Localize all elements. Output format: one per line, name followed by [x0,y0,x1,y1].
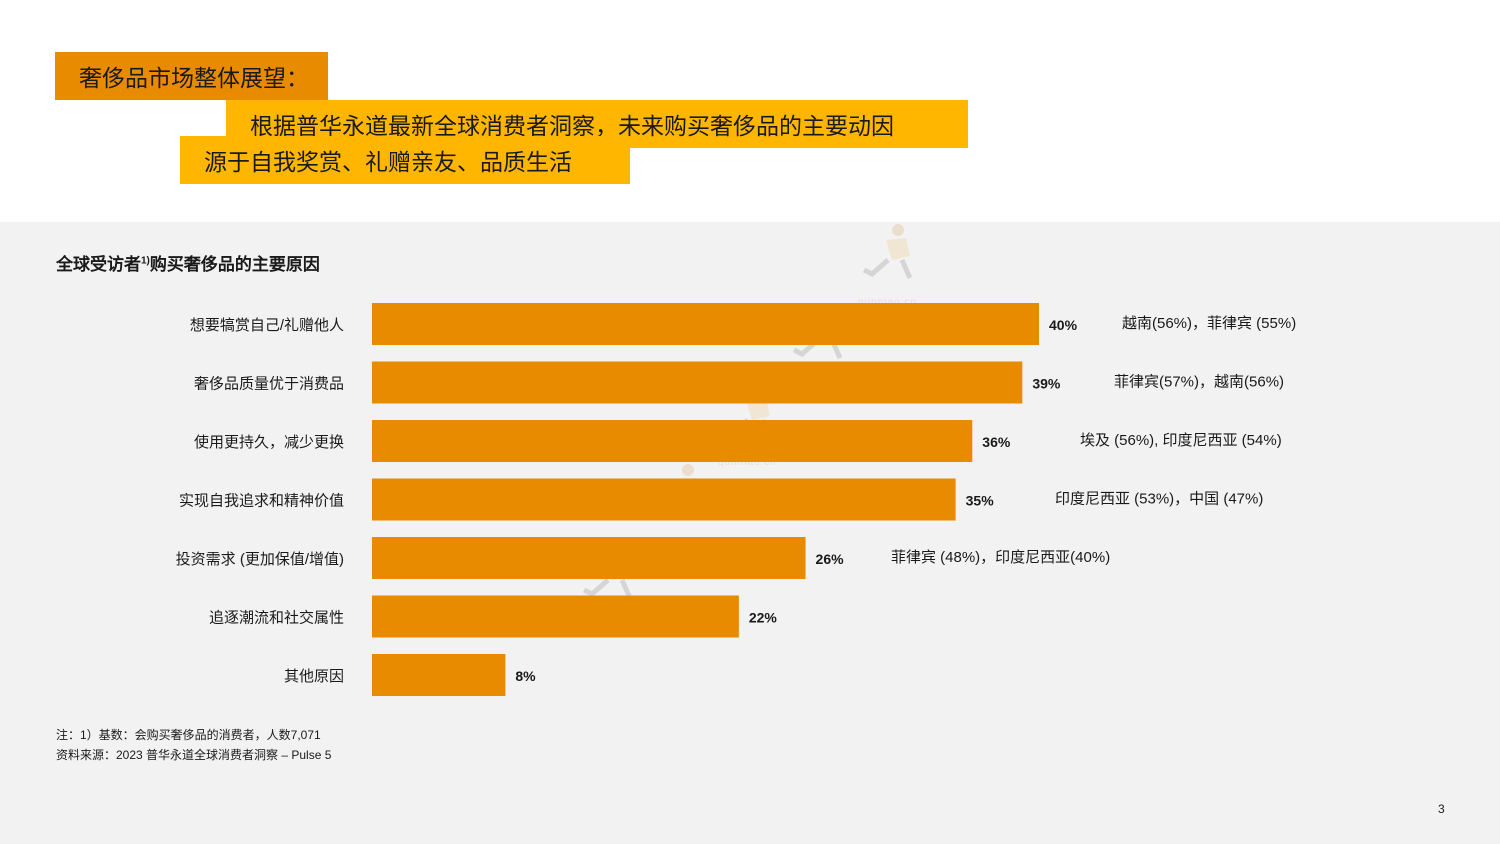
country-annotation: 菲律宾 (48%)，印度尼西亚(40%) [891,549,1110,566]
category-label: 想要犒赏自己/礼赠他人 [190,317,344,334]
country-annotation: 埃及 (56%), 印度尼西亚 (54%) [1080,432,1282,449]
title-box: 奢侈品市场整体展望： [55,52,328,100]
chart-title-suffix: 购买奢侈品的主要原因 [149,255,320,274]
bar [372,595,739,638]
value-label: 26% [816,551,845,567]
chart-title-footnote-mark: 1) [141,255,150,267]
bar [372,303,1039,345]
subtitle-box-2: 源于自我奖赏、礼赠亲友、品质生活 [180,136,630,184]
watermark-text: qunniao.cn [858,297,917,308]
chart-title-main: 全球受访者 [56,255,141,274]
footnotes: 注：1）基数：会购买奢侈品的消费者，人数7,071 资料来源：2023 普华永道… [56,725,331,765]
country-annotation: 菲律宾(57%)，越南(56%) [1114,374,1284,391]
category-label: 其他原因 [284,668,344,685]
value-label: 36% [982,434,1011,450]
page-title: 奢侈品市场整体展望： [79,66,309,92]
category-label: 奢侈品质量优于消费品 [194,376,344,393]
category-label: 投资需求 (更加保值/增值) [176,551,344,568]
footnote-base: 注：1）基数：会购买奢侈品的消费者，人数7,071 [56,728,321,742]
bar-chart: 想要犒赏自己/礼赠他人 40% 越南(56%)，菲律宾 (55%) 奢侈品质量优于消费… [176,303,1296,696]
bar [372,420,973,462]
subtitle-line-2: 源于自我奖赏、礼赠亲友、品质生活 [204,150,572,176]
watermark-figure: qunniao.cn [858,222,918,308]
watermark-text: qunniao.cn [718,457,777,468]
chart-title: 全球受访者1)购买奢侈品的主要原因 [56,250,320,275]
bar [372,361,1023,404]
value-label: 40% [1049,317,1078,333]
bar [372,537,806,579]
country-annotation: 越南(56%)，菲律宾 (55%) [1122,315,1296,332]
value-label: 35% [966,493,995,509]
value-label: 22% [749,610,778,626]
category-label: 使用更持久，减少更换 [194,434,344,451]
page-number: 3 [1438,802,1445,816]
bar [372,654,506,696]
category-label: 实现自我追求和精神价值 [179,493,344,510]
bar [372,478,956,521]
subtitle-line-1: 根据普华永道最新全球消费者洞察，未来购买奢侈品的主要动因 [250,114,894,140]
country-annotation: 印度尼西亚 (53%)，中国 (47%) [1055,491,1263,508]
footnote-source: 资料来源：2023 普华永道全球消费者洞察 – Pulse 5 [56,748,332,762]
category-label: 追逐潮流和社交属性 [209,609,344,627]
value-label: 39% [1032,376,1061,392]
value-label: 8% [515,668,536,684]
